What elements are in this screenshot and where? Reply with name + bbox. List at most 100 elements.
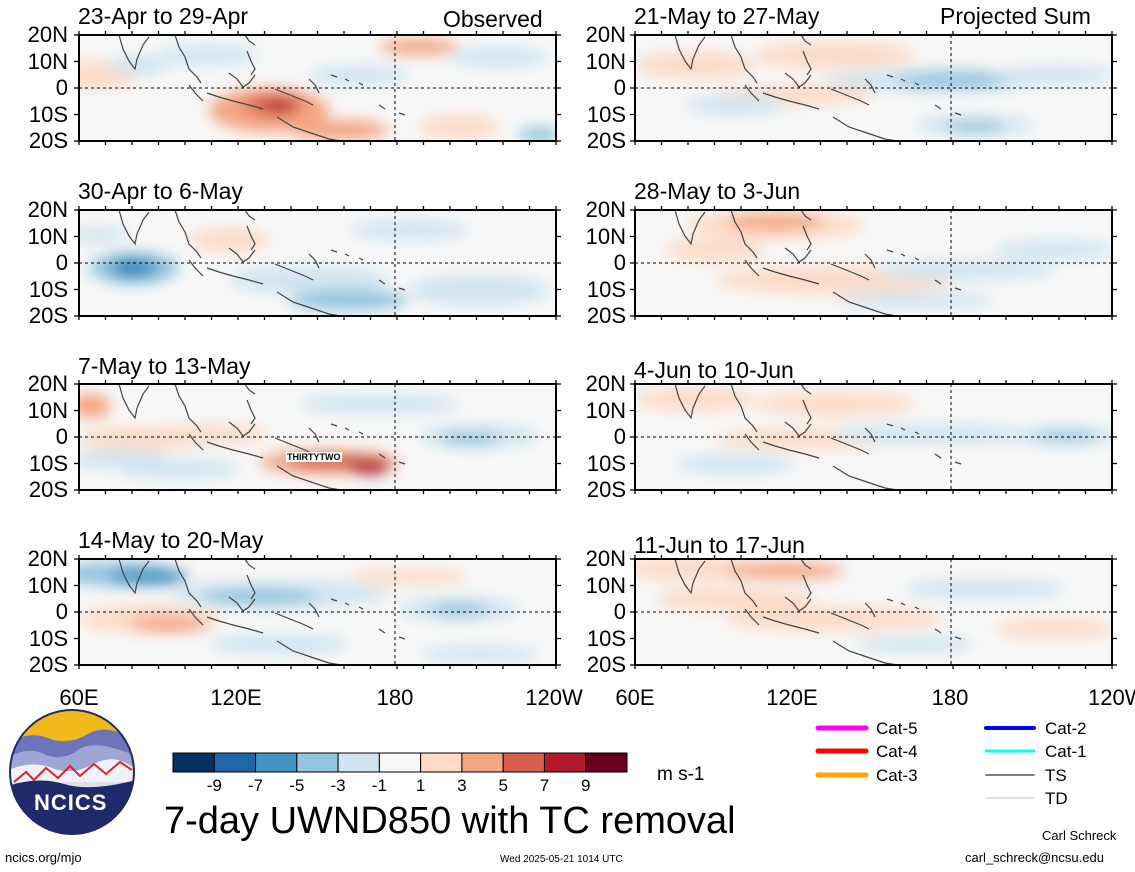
lat-label-20s: 20S: [586, 477, 626, 502]
legend-ts: TS: [1045, 766, 1067, 785]
anomaly-contour: [429, 603, 489, 615]
lon-label-120w-left: 120W: [525, 685, 583, 710]
anomaly-contour: [835, 292, 995, 308]
lat-label-10n: 10N: [585, 223, 626, 249]
lat-label-eq: 0: [613, 250, 626, 275]
lat-label-10s: 10S: [28, 625, 68, 651]
lat-label-20s: 20S: [586, 303, 626, 328]
units-label: m s-1: [657, 764, 705, 785]
anomaly-contour: [439, 433, 499, 445]
axis-ticks: [74, 31, 561, 145]
colorbar-tick-label: 7: [539, 776, 550, 795]
tc-annotation: THIRTYTWO: [286, 452, 342, 462]
anomaly-contour: [835, 424, 1035, 444]
lat-label-10n: 10N: [585, 397, 626, 423]
colorbar-box: [172, 752, 215, 773]
colorbar-tick-label: -5: [289, 776, 305, 795]
anomaly-contour: [149, 424, 269, 444]
anomaly-contour: [419, 646, 539, 662]
anomaly-contour: [635, 387, 755, 411]
lat-label-10n: 10N: [27, 572, 68, 598]
colorbar-box: [420, 752, 463, 773]
lat-label-20n: 20N: [585, 546, 626, 571]
lon-label-60e-left: 60E: [59, 685, 99, 710]
projected-sum-label: Projected Sum: [940, 3, 1091, 29]
anomaly-contour: [519, 127, 556, 141]
colorbar-tick-label: -9: [206, 776, 222, 795]
anomaly-contour: [289, 290, 409, 310]
colorbar-tick-label: 9: [580, 776, 591, 795]
panel-title-1: 23-Apr to 29-Apr: [78, 3, 249, 29]
anomaly-contour: [349, 220, 469, 240]
lat-label-20s: 20S: [28, 128, 68, 153]
legend-td: TD: [1045, 789, 1068, 808]
lat-label-20s: 20S: [586, 128, 626, 153]
colorbar-box: [585, 752, 628, 773]
lat-label-20n: 20N: [585, 371, 626, 396]
legend-cat3: Cat-3: [876, 766, 918, 785]
anomaly-contour: [199, 589, 319, 605]
lon-label-120e-right: 120E: [766, 685, 818, 710]
coastline: [118, 210, 406, 316]
logo-text: NCICS: [34, 790, 108, 815]
lat-label-10s: 10S: [28, 101, 68, 127]
lat-label-eq: 0: [55, 599, 68, 624]
coastline: [674, 559, 962, 665]
colorbar-box: [337, 752, 380, 773]
lat-label-eq: 0: [613, 75, 626, 100]
anomaly-contour: [725, 607, 945, 631]
anomaly-contour: [419, 115, 499, 139]
colorbar: [172, 752, 628, 773]
panel-title-2: 21-May to 27-May: [634, 3, 820, 29]
anomaly-contour: [725, 214, 825, 230]
legend-cat4: Cat-4: [876, 742, 918, 761]
colorbar-box: [543, 752, 587, 773]
footer-timestamp: Wed 2025-05-21 1014 UTC: [500, 854, 623, 865]
colorbar-box: [213, 752, 257, 773]
colorbar-box: [502, 752, 545, 773]
map-panel-4: [630, 206, 1117, 320]
map-panel-5: [74, 380, 561, 494]
anomaly-contour: [675, 454, 795, 474]
lat-label-10n: 10N: [27, 48, 68, 74]
panel-title-3: 30-Apr to 6-May: [78, 178, 243, 204]
coastline: [674, 210, 962, 316]
anomaly-contour: [1035, 431, 1095, 441]
panel-title-4: 28-May to 3-Jun: [634, 178, 801, 204]
coastline: [674, 35, 962, 141]
anomaly-contour: [229, 266, 389, 294]
ncics-logo: [9, 709, 135, 835]
axis-ticks: [74, 555, 561, 669]
colorbar-tick-label: -1: [371, 776, 387, 795]
map-panel-6: [630, 380, 1117, 494]
lat-label-10n: 10N: [27, 397, 68, 423]
colorbar-tick-label: 1: [415, 776, 426, 795]
anomaly-contour: [655, 587, 815, 611]
footer-url: ncics.org/mjo: [5, 850, 82, 865]
lat-label-10s: 10S: [586, 625, 626, 651]
anomaly-contour: [995, 619, 1112, 639]
lat-label-20n: 20N: [27, 22, 68, 47]
footer-author: Carl Schreck: [1042, 828, 1117, 843]
panel-title-8: 11-Jun to 17-Jun: [634, 532, 805, 558]
anomaly-contour: [379, 39, 459, 55]
anomaly-contour: [265, 101, 293, 113]
lat-label-10n: 10N: [585, 48, 626, 74]
lat-label-20s: 20S: [28, 477, 68, 502]
lat-label-20s: 20S: [28, 303, 68, 328]
colorbar-tick-label: 5: [498, 776, 508, 795]
lat-label-20n: 20N: [585, 22, 626, 47]
anomaly-contour: [409, 274, 549, 306]
lon-label-180-right: 180: [931, 685, 969, 710]
map-panel-8: [630, 555, 1117, 669]
anomaly-contour: [79, 394, 111, 418]
lat-label-eq: 0: [613, 424, 626, 449]
anomaly-contour: [635, 51, 755, 79]
anomaly-contour: [309, 65, 409, 85]
map-panel-3: [74, 206, 561, 320]
lat-label-eq: 0: [55, 75, 68, 100]
anomaly-contour: [349, 569, 469, 585]
anomaly-contour: [347, 458, 391, 474]
panel-title-6: 4-Jun to 10-Jun: [634, 357, 794, 383]
anomaly-contour: [725, 563, 845, 579]
